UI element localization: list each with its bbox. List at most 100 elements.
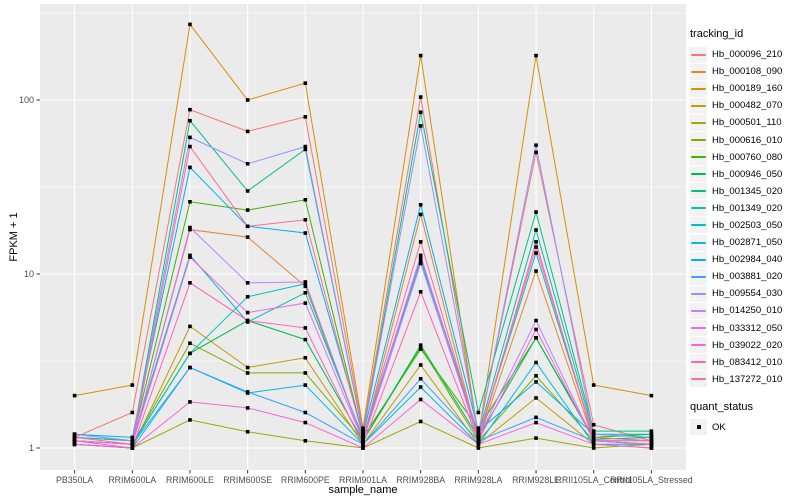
data-point <box>245 98 250 102</box>
legend-key-box <box>690 320 707 337</box>
data-point <box>418 397 423 402</box>
legend-key-box <box>690 302 707 319</box>
data-point <box>418 347 423 351</box>
legend-key-box <box>690 149 707 166</box>
data-point <box>303 280 308 284</box>
data-point <box>72 442 77 447</box>
series-color-swatch <box>691 190 706 193</box>
series-color-swatch <box>691 258 706 261</box>
series-color-swatch <box>691 224 706 227</box>
data-point <box>476 442 481 447</box>
data-point <box>361 442 365 447</box>
data-point <box>188 400 192 404</box>
series-color-swatch <box>691 156 706 159</box>
data-point <box>361 446 365 450</box>
data-point <box>303 301 308 305</box>
x-tick-label: RRIM600LA <box>108 475 156 485</box>
data-point <box>303 326 308 330</box>
legend-entry: Hb_000760_080 <box>690 149 798 166</box>
data-point <box>303 420 308 425</box>
data-point <box>534 420 538 425</box>
data-point <box>418 258 423 263</box>
series-color-swatch <box>691 104 706 107</box>
data-point <box>591 438 596 443</box>
series-color-swatch <box>691 173 706 176</box>
legend-entry-label: Hb_000501_110 <box>712 117 782 129</box>
legend-entry: Hb_083412_010 <box>690 354 798 371</box>
x-tick-label: RRII105LA_Stressed <box>610 475 693 485</box>
legend-entry: Hb_002503_050 <box>690 217 798 234</box>
data-point <box>418 212 423 217</box>
x-tick-label: RRIM928LE <box>512 475 560 485</box>
legend-key-box <box>690 354 707 371</box>
data-point <box>534 373 538 378</box>
data-point <box>303 147 308 152</box>
legend-key-box <box>690 166 707 183</box>
series-color-swatch <box>691 275 706 278</box>
data-point <box>245 129 250 134</box>
data-point <box>245 235 250 239</box>
data-point <box>188 365 192 370</box>
legend-key-box <box>690 268 707 285</box>
data-point <box>303 115 308 119</box>
data-point <box>418 110 423 115</box>
x-tick-label: RRII105LA_Control <box>556 475 632 485</box>
data-point <box>188 255 192 259</box>
legend-title-quant-status: quant_status <box>690 400 753 413</box>
data-point <box>361 426 365 430</box>
legend-entry: Hb_000501_110 <box>690 114 798 131</box>
data-point <box>303 383 308 387</box>
legend-key-box <box>690 337 707 354</box>
data-point <box>303 231 308 235</box>
legend-entry-label: Hb_000946_050 <box>712 168 783 180</box>
legend-entry-label: Hb_014250_010 <box>712 305 783 317</box>
legend-entry-label: Hb_002871_050 <box>712 237 783 249</box>
data-point <box>534 143 538 147</box>
data-point <box>188 144 192 149</box>
x-tick-label: RRIM600LE <box>166 475 214 485</box>
data-point <box>418 363 423 367</box>
data-point <box>245 406 250 410</box>
data-point <box>361 438 365 443</box>
data-point <box>130 438 135 443</box>
legend-key-box <box>690 285 707 302</box>
data-point <box>188 351 192 356</box>
data-point <box>245 365 250 370</box>
data-point <box>245 429 250 434</box>
legend-key-box <box>690 251 707 268</box>
legend-entry: Hb_000108_090 <box>690 63 798 80</box>
legend-key-box <box>690 200 707 217</box>
data-point <box>245 208 250 212</box>
legend-entries: Hb_000096_210 Hb_000108_090 Hb_000189_160 H… <box>690 46 798 388</box>
legend-entry-label: Hb_002984_040 <box>712 254 783 266</box>
data-point <box>534 210 538 214</box>
data-point <box>245 310 250 315</box>
data-point <box>534 269 538 273</box>
legend-entry-ok: OK <box>690 419 798 436</box>
data-point <box>188 199 192 204</box>
series-color-swatch <box>691 139 706 142</box>
data-point <box>591 435 596 440</box>
series-color-swatch <box>691 87 706 90</box>
data-point <box>188 227 192 232</box>
data-point <box>303 410 308 415</box>
data-point <box>303 217 308 222</box>
x-tick-label: RRIM600SE <box>223 475 272 485</box>
data-point <box>534 318 538 323</box>
data-point <box>476 432 481 437</box>
data-point <box>591 383 596 387</box>
data-point <box>476 429 481 433</box>
data-point <box>188 135 192 140</box>
data-point <box>534 415 538 420</box>
legend-key-box <box>690 371 707 388</box>
data-point <box>303 337 308 342</box>
legend-entry-label: Hb_002503_050 <box>712 219 783 231</box>
x-axis-title: sample_name <box>328 484 398 496</box>
data-point <box>188 281 192 285</box>
data-point <box>534 436 538 440</box>
legend-entry-label: Hb_039022_020 <box>712 339 783 351</box>
legend-entry: Hb_033312_050 <box>690 320 798 337</box>
series-color-swatch <box>691 121 706 124</box>
legend-entry-label: Hb_083412_010 <box>712 356 783 368</box>
